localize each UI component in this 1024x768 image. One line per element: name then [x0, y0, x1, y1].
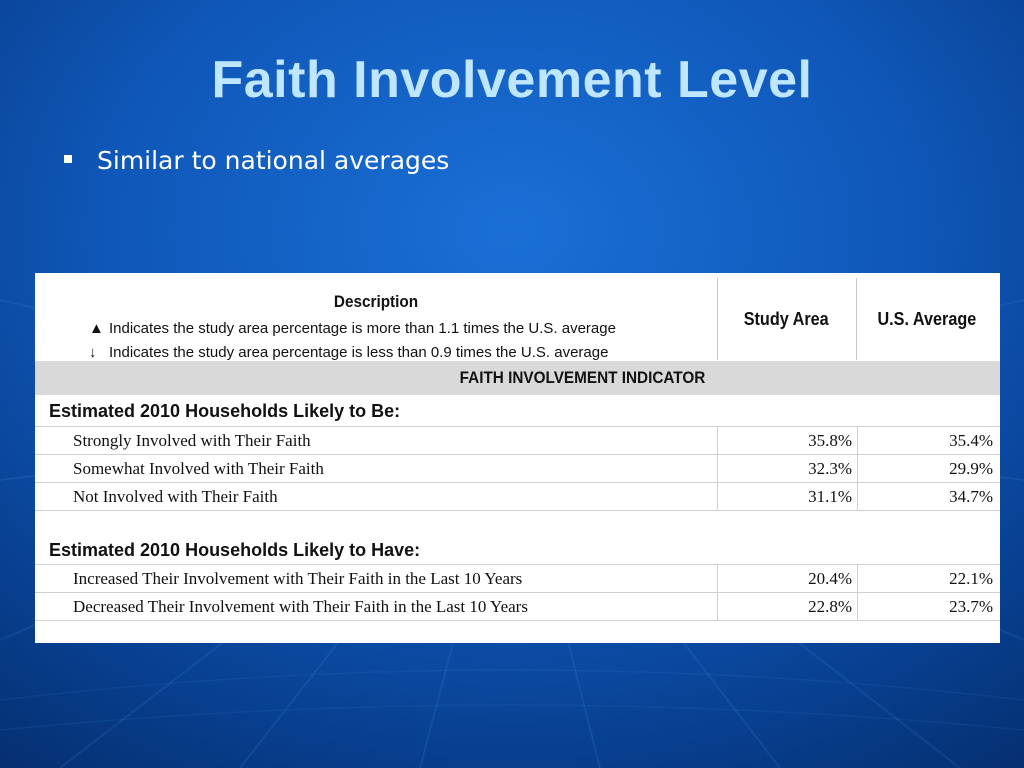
group-heading: Estimated 2010 Households Likely to Be:	[49, 401, 401, 421]
table-row: Decreased Their Involvement with Their F…	[35, 592, 1000, 621]
study-value: 35.8%	[717, 427, 852, 455]
description-header-cell: Description ▲ Indicates the study area pe…	[35, 278, 718, 361]
us-average-header: U.S. Average	[877, 308, 977, 329]
legend-line-below: ↓ Indicates the study area percentage is …	[89, 344, 608, 361]
faith-table: Description ▲ Indicates the study area pe…	[35, 273, 1000, 643]
row-label: Not Involved with Their Faith	[73, 487, 278, 506]
description-header: Description	[333, 292, 419, 311]
square-bullet-icon	[64, 155, 72, 163]
arrow-down-icon: ↓	[89, 344, 97, 361]
row-label: Increased Their Involvement with Their F…	[73, 569, 523, 588]
table-row: Not Involved with Their Faith 31.1% 34.7…	[35, 482, 1000, 511]
study-area-header: Study Area	[717, 278, 857, 360]
legend-text: Indicates the study area percentage is l…	[109, 344, 609, 361]
us-value: 29.9%	[857, 455, 993, 483]
table-row: Strongly Involved with Their Faith 35.8%…	[35, 426, 1000, 455]
bullet-text: Similar to national averages	[97, 146, 450, 175]
us-value: 35.4%	[857, 427, 993, 455]
row-label: Decreased Their Involvement with Their F…	[73, 597, 528, 616]
row-divider	[35, 510, 1000, 511]
study-value: 31.1%	[717, 483, 852, 511]
bullet-item: Similar to national averages	[64, 146, 449, 175]
legend-line-above: ▲ Indicates the study area percentage is …	[89, 320, 616, 337]
row-label: Strongly Involved with Their Faith	[73, 431, 311, 450]
group-heading: Estimated 2010 Households Likely to Have…	[49, 540, 421, 560]
study-value: 32.3%	[717, 455, 852, 483]
study-value: 20.4%	[717, 565, 852, 593]
row-divider	[35, 620, 1000, 621]
slide-title: Faith Involvement Level	[211, 51, 813, 109]
table-row: Increased Their Involvement with Their F…	[35, 564, 1000, 593]
triangle-up-icon: ▲	[89, 320, 104, 337]
table-row: Somewhat Involved with Their Faith 32.3%…	[35, 454, 1000, 483]
indicator-bar: FAITH INVOLVEMENT INDICATOR	[35, 361, 1000, 395]
legend-text: Indicates the study area percentage is m…	[109, 320, 616, 337]
row-label: Somewhat Involved with Their Faith	[73, 459, 324, 478]
us-value: 22.1%	[857, 565, 993, 593]
us-value: 23.7%	[857, 593, 993, 621]
us-value: 34.7%	[857, 483, 993, 511]
study-value: 22.8%	[717, 593, 852, 621]
